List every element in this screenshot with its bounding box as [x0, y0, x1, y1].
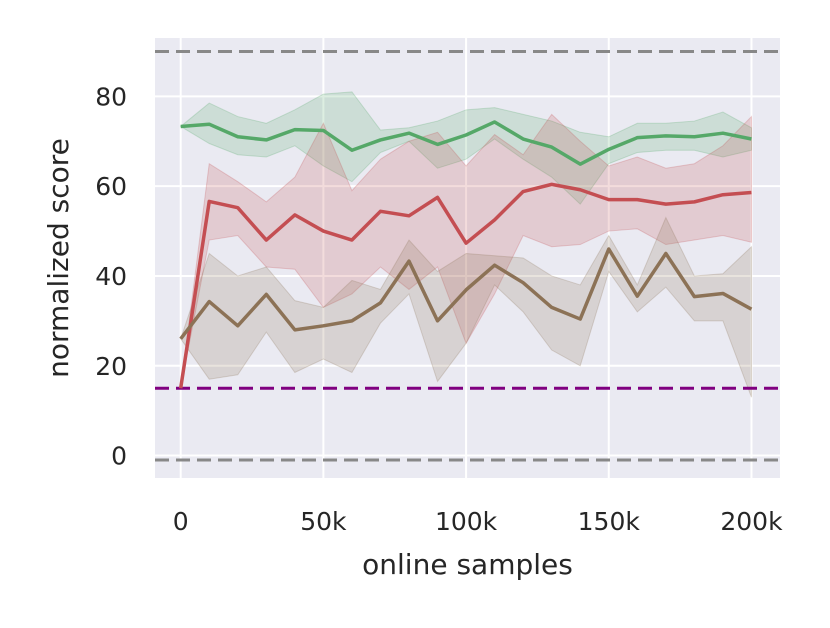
x-axis-ticks: 0 50k 100k 150k 200k: [173, 507, 783, 536]
y-tick-label: 20: [95, 352, 127, 381]
grid: [155, 38, 780, 478]
x-tick-label: 50k: [300, 507, 347, 536]
series-2-line: [179, 247, 753, 340]
series-1-band: [180, 113, 752, 389]
y-axis-ticks: 0 20 40 60 80: [95, 82, 127, 470]
series-lines: [178, 120, 753, 389]
x-axis-label: online samples: [362, 548, 573, 581]
series-1-line: [178, 182, 752, 389]
series-0-line: [180, 120, 752, 166]
plot-area: [155, 38, 780, 478]
y-axis-label: normalized score: [42, 138, 75, 378]
y-tick-label: 0: [111, 442, 127, 471]
x-tick-label: 200k: [720, 507, 783, 536]
x-tick-label: 100k: [435, 507, 498, 536]
x-tick-label: 0: [173, 507, 189, 536]
y-tick-label: 80: [95, 82, 127, 111]
y-tick-label: 40: [95, 262, 127, 291]
x-tick-label: 150k: [578, 507, 641, 536]
confidence-bands: [179, 91, 752, 398]
y-tick-label: 60: [95, 172, 127, 201]
series-2-band: [180, 216, 752, 398]
series-0-band: [179, 91, 752, 205]
